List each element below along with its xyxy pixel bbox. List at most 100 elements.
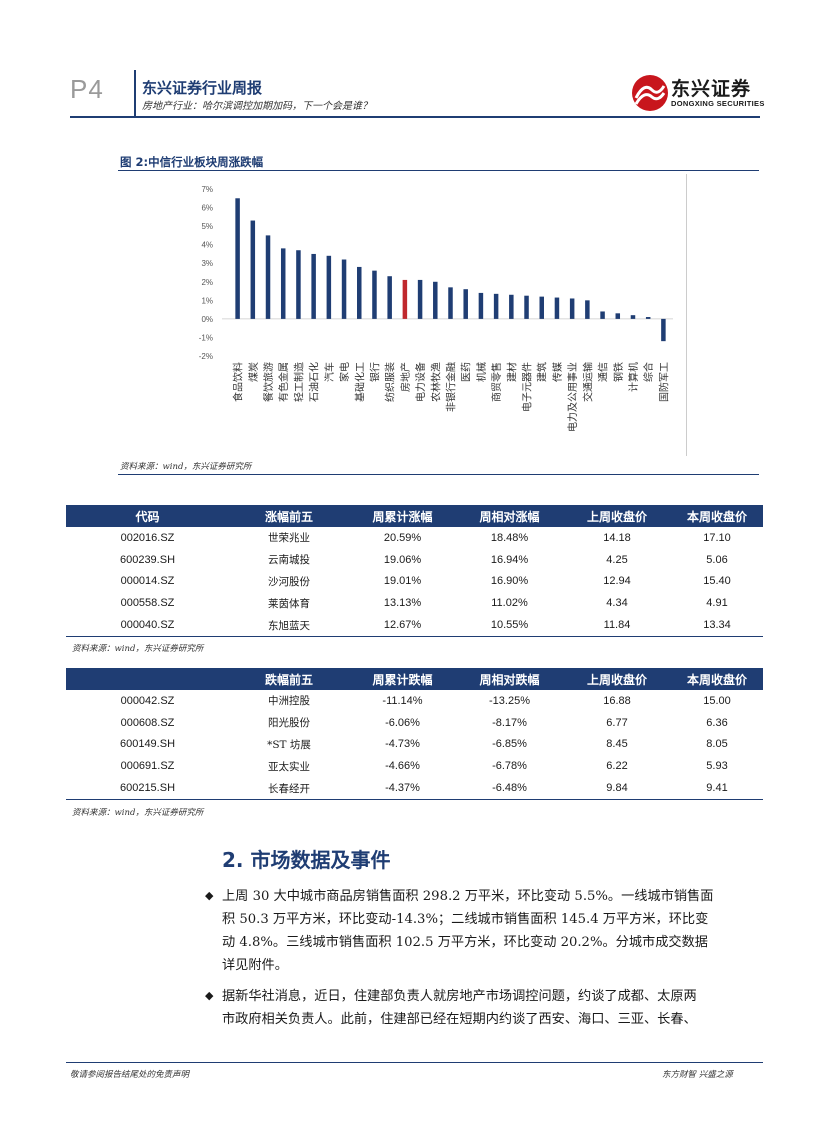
y-tick-label: 3% <box>201 259 213 268</box>
bar-4 <box>296 250 301 319</box>
table-row: 000558.SZ 莱茵体育 13.13% 11.02% 4.34 4.91 <box>66 592 763 614</box>
bar-16 <box>478 292 484 319</box>
bar-7 <box>341 259 347 319</box>
table-row: 000040.SZ 东旭蓝天 12.67% 10.55% 11.84 13.34 <box>66 614 763 637</box>
col-header: 本周收盘价 <box>671 505 763 527</box>
x-category-label: 汽车 <box>323 362 336 382</box>
curr-close: 15.00 <box>703 694 731 707</box>
report-title: 东兴证券行业周报 <box>142 79 263 97</box>
cum-change: 19.01% <box>383 575 422 588</box>
stock-name: 莱茵体育 <box>268 597 310 610</box>
bar-24 <box>600 311 605 319</box>
curr-close: 4.91 <box>706 597 728 610</box>
bar-27 <box>645 317 651 319</box>
rel-change: 10.55% <box>456 614 563 637</box>
rel-change: -13.25% <box>489 694 530 707</box>
x-category-label: 通信 <box>598 362 610 382</box>
page-number: P4 <box>70 74 104 104</box>
curr-close: 8.05 <box>706 738 728 751</box>
table-row: 000691.SZ 亚太实业 -4.66% -6.78% 6.22 5.93 <box>66 755 763 777</box>
x-category-label: 机械 <box>475 362 488 382</box>
bar-10 <box>387 276 392 319</box>
section-title: 2. 市场数据及事件 <box>222 848 391 872</box>
stock-code: 000558.SZ <box>120 597 175 610</box>
header-divider <box>134 70 136 116</box>
x-category-label: 家电 <box>338 362 351 382</box>
x-category-label: 建筑 <box>536 362 549 382</box>
paragraph-line: 据新华社消息，近日，住建部负责人就房地产市场调控问题，约谈了成都、太原两 <box>222 989 697 1004</box>
bar-12 <box>417 279 423 319</box>
curr-close: 5.93 <box>706 760 728 773</box>
bar-25 <box>615 313 621 319</box>
prev-close: 8.45 <box>606 738 628 751</box>
paragraph-line: 上周 30 大中城市商品房销售面积 298.2 万平米，环比变动 5.5%。一线… <box>222 889 714 904</box>
rel-change: -6.48% <box>456 777 563 800</box>
curr-close: 13.34 <box>671 614 763 637</box>
y-tick-label: 0% <box>201 315 213 324</box>
x-category-label: 商贸零售 <box>490 362 503 402</box>
prev-close: 4.34 <box>606 597 628 610</box>
bullet-diamond-icon: ◆ <box>205 889 214 902</box>
y-tick-label: 1% <box>201 296 213 305</box>
x-category-label: 传媒 <box>552 362 564 382</box>
x-category-label: 交通运输 <box>581 362 594 402</box>
figure-top-rule <box>118 170 759 171</box>
cum-change: 19.06% <box>383 553 422 566</box>
curr-close: 6.36 <box>706 716 728 729</box>
stock-code: 600239.SH <box>119 553 176 566</box>
stock-name: 中洲控股 <box>268 695 310 708</box>
prev-close: 6.22 <box>606 760 628 773</box>
footer-rule <box>66 1062 763 1063</box>
stock-code: 002016.SZ <box>120 531 175 544</box>
col-header: 周累计涨幅 <box>349 505 456 527</box>
bar-18 <box>509 294 514 319</box>
stock-name: 长春经开 <box>229 777 349 800</box>
stock-code: 000691.SZ <box>120 760 175 773</box>
bar-23 <box>585 300 590 319</box>
col-header: 周相对涨幅 <box>456 505 563 527</box>
prev-close: 11.84 <box>563 614 671 637</box>
bar-0 <box>235 198 240 319</box>
col-header: 本周收盘价 <box>671 668 763 690</box>
col-header: 涨幅前五 <box>229 505 349 527</box>
bar-15 <box>463 289 468 319</box>
x-category-label: 基础化工 <box>353 362 366 402</box>
figure-title: 图 2:中信行业板块周涨跌幅 <box>120 155 264 169</box>
y-tick-label: 4% <box>201 241 213 250</box>
prev-close: 9.84 <box>563 777 671 800</box>
rel-change: -6.78% <box>492 760 527 773</box>
bar-22 <box>569 298 575 319</box>
figure-source: 资料来源：wind，东兴证券研究所 <box>120 462 252 472</box>
col-header: 周累计跌幅 <box>349 668 456 690</box>
bar-17 <box>493 293 499 319</box>
cum-change: 12.67% <box>349 614 456 637</box>
table2-source: 资料来源：wind，东兴证券研究所 <box>72 808 204 818</box>
rel-change: 11.02% <box>491 597 528 610</box>
paragraph-line: 市政府相关负责人。此前，住建部已经在短期内约谈了西安、海口、三亚、长春、 <box>222 1012 697 1027</box>
stock-name: 阳光股份 <box>268 717 310 730</box>
x-category-label: 餐饮旅游 <box>262 362 275 402</box>
stock-name: *ST 坊展 <box>267 738 311 751</box>
bar-14 <box>448 287 453 319</box>
table-row: 000042.SZ 中洲控股 -11.14% -13.25% 16.88 15.… <box>66 690 763 712</box>
paragraph-sales-data: 上周 30 大中城市商品房销售面积 298.2 万平米，环比变动 5.5%。一线… <box>222 885 762 977</box>
y-tick-label: 7% <box>201 185 213 194</box>
cum-change: 20.59% <box>383 531 422 544</box>
rel-change: -8.17% <box>492 716 527 729</box>
industry-weekly-change-chart: 7% 6% 5% 4% 3% 2% 1% 0% -1% -2% 食品饮料 煤炭 餐饮旅游 有色金属 轻工制造… <box>199 185 673 432</box>
y-tick-label: -2% <box>199 352 213 361</box>
prev-close: 4.25 <box>606 553 628 566</box>
cum-change: -6.06% <box>385 716 420 729</box>
cum-change: -4.66% <box>385 760 420 773</box>
table-header-row: 代码 涨幅前五 周累计涨幅 周相对涨幅 上周收盘价 本周收盘价 <box>66 505 763 527</box>
x-category-label: 食品饮料 <box>232 362 245 402</box>
bar-21 <box>554 297 560 319</box>
x-category-label: 电力设备 <box>414 362 427 402</box>
prev-close: 6.77 <box>606 716 628 729</box>
rel-change: 16.90% <box>490 575 529 588</box>
bar-5 <box>311 253 316 319</box>
col-header: 上周收盘价 <box>563 505 671 527</box>
bar-9 <box>372 270 377 319</box>
footer-slogan: 东方财智 兴盛之源 <box>662 1070 733 1080</box>
stock-name: 沙河股份 <box>268 575 310 588</box>
